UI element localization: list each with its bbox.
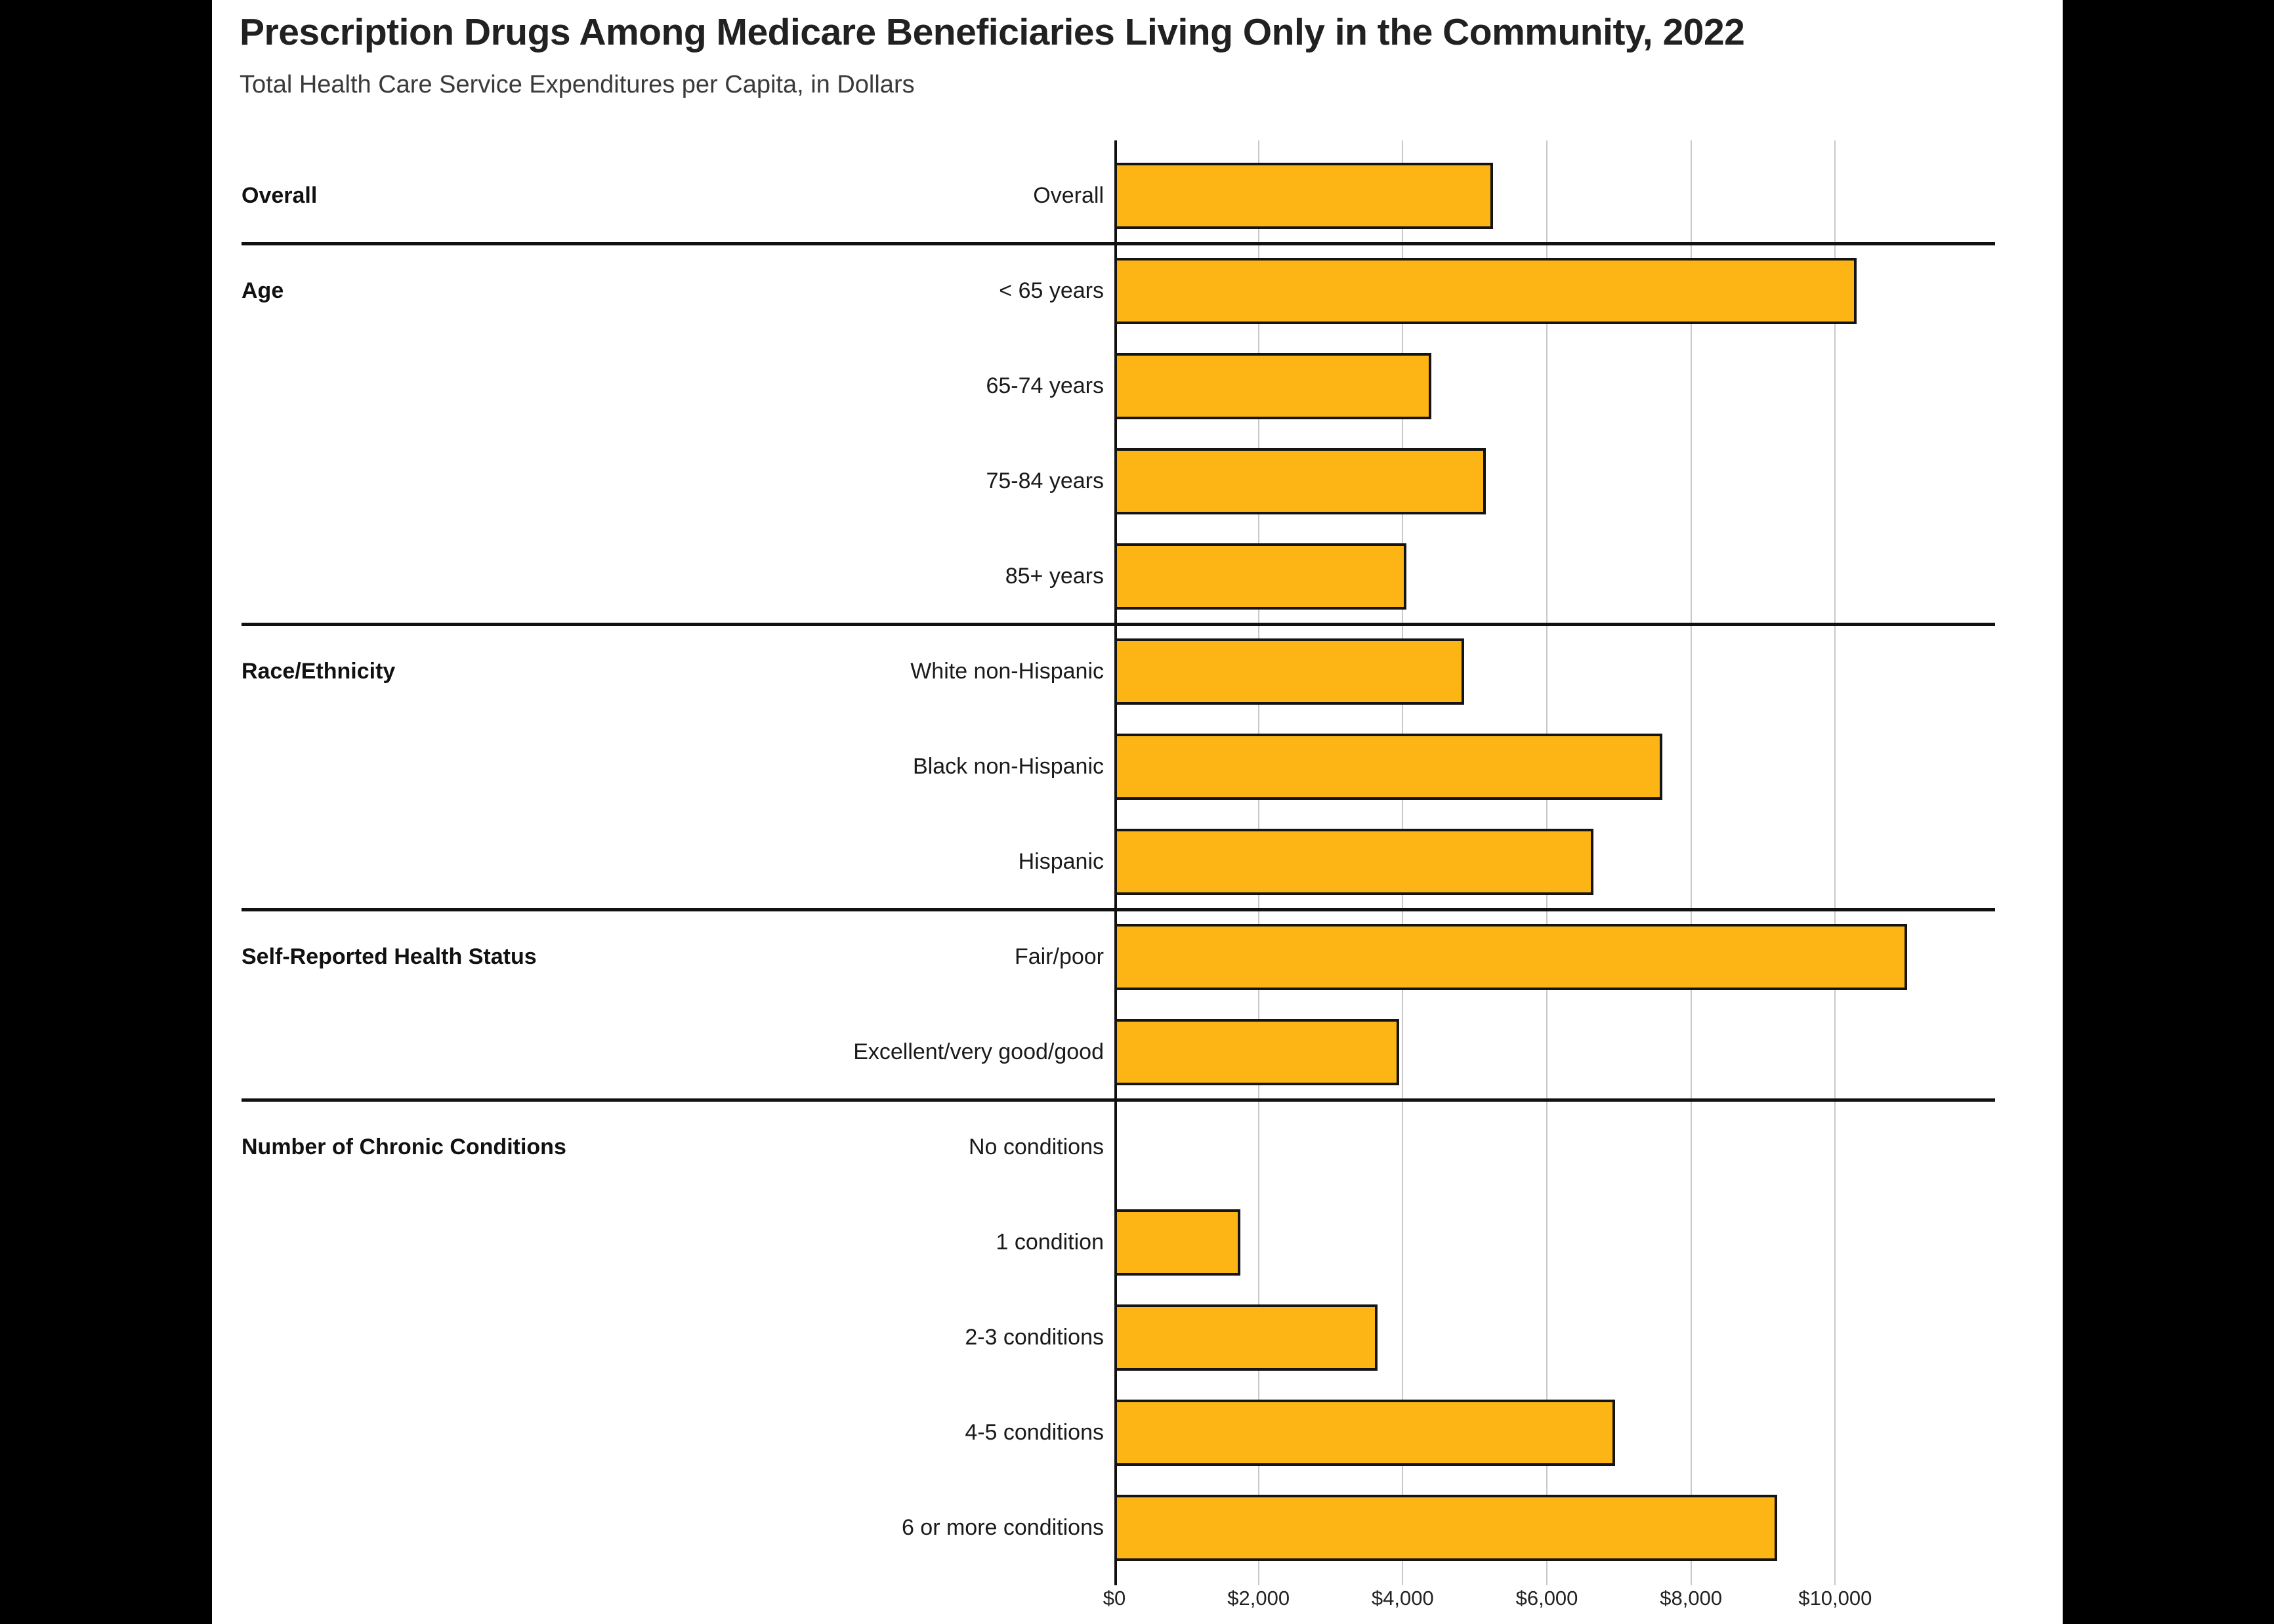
- row-label: 85+ years: [1005, 564, 1104, 589]
- x-tick-label: $10,000: [1798, 1587, 1872, 1610]
- row-label: 6 or more conditions: [901, 1515, 1104, 1540]
- section-header-number-of-chronic-conditions: Number of Chronic Conditions: [242, 1135, 566, 1159]
- row-label: 65-74 years: [986, 373, 1104, 398]
- row-label: 2-3 conditions: [965, 1325, 1104, 1350]
- row-label: Fair/poor: [1014, 944, 1104, 969]
- row-label: 75-84 years: [986, 468, 1104, 493]
- x-tick-label: $4,000: [1371, 1587, 1434, 1610]
- section-divider: [242, 1098, 1995, 1102]
- bar-65-74-years: [1114, 353, 1431, 419]
- section-divider: [242, 241, 1995, 245]
- section-divider: [242, 622, 1995, 626]
- x-tick-zero: [1114, 1568, 1117, 1585]
- bar-hispanic: [1114, 829, 1593, 895]
- x-tick-label: $0: [1103, 1587, 1126, 1610]
- x-tick: [1257, 1568, 1259, 1585]
- bar-6-or-more-conditions: [1114, 1495, 1777, 1561]
- bar-excellent-very-good-good: [1114, 1019, 1399, 1085]
- x-gridline: [1690, 140, 1692, 1568]
- x-tick: [1546, 1568, 1548, 1585]
- section-header-race-ethnicity: Race/Ethnicity: [242, 659, 396, 684]
- section-header-self-reported-health-status: Self-Reported Health Status: [242, 944, 537, 969]
- row-label: No conditions: [968, 1135, 1104, 1159]
- x-tick-label: $6,000: [1515, 1587, 1578, 1610]
- bar--65-years: [1114, 258, 1857, 324]
- section-divider: [242, 907, 1995, 911]
- x-tick: [1402, 1568, 1404, 1585]
- bar-fair-poor: [1114, 924, 1907, 990]
- section-header-age: Age: [242, 278, 284, 303]
- bar-4-5-conditions: [1114, 1400, 1615, 1466]
- row-label: 1 condition: [996, 1230, 1104, 1255]
- bar-black-non-hispanic: [1114, 734, 1662, 800]
- row-label: Black non-Hispanic: [912, 754, 1104, 779]
- x-tick-label: $2,000: [1227, 1587, 1290, 1610]
- bar-white-non-hispanic: [1114, 638, 1464, 705]
- section-header-overall: Overall: [242, 183, 318, 208]
- row-label: Hispanic: [1018, 849, 1104, 874]
- row-label: < 65 years: [999, 278, 1104, 303]
- row-label: Overall: [1033, 183, 1104, 208]
- bar-2-3-conditions: [1114, 1304, 1378, 1371]
- x-tick: [1834, 1568, 1836, 1585]
- row-label: 4-5 conditions: [965, 1420, 1104, 1445]
- bar-overall: [1114, 163, 1493, 229]
- chart-title: Prescription Drugs Among Medicare Benefi…: [240, 11, 1745, 53]
- chart-panel: Prescription Drugs Among Medicare Benefi…: [212, 0, 2063, 1624]
- row-label: White non-Hispanic: [910, 659, 1104, 684]
- bar-1-condition: [1114, 1209, 1240, 1276]
- chart-subtitle: Total Health Care Service Expenditures p…: [240, 71, 915, 98]
- x-gridline: [1834, 140, 1836, 1568]
- row-label: Excellent/very good/good: [853, 1039, 1104, 1064]
- bar-75-84-years: [1114, 448, 1486, 514]
- x-tick: [1690, 1568, 1692, 1585]
- bar-85-years: [1114, 543, 1406, 610]
- x-tick-label: $8,000: [1660, 1587, 1723, 1610]
